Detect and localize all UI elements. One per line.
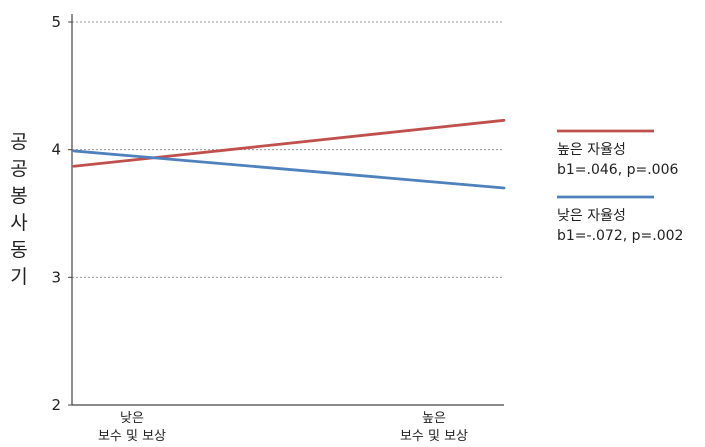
legend-series-name: 높은 자율성: [557, 142, 626, 158]
x-category-label: 낮은 보수 및 보상: [98, 411, 166, 444]
legend: 높은 자율성 b1=.046, p=.006 낮은 자율성 b1=-.072, p=.…: [557, 129, 683, 244]
legend-series-stat: b1=-.072, p=.002: [557, 228, 683, 244]
series-line-low-autonomy: [72, 149, 506, 190]
series-line-high-autonomy: [72, 118, 506, 168]
y-tick-label: 3: [51, 268, 61, 286]
y-tick-label: 4: [51, 141, 61, 159]
legend-series-name: 낮은 자율성: [557, 208, 626, 224]
y-tick-label: 5: [51, 13, 61, 31]
gridlines: [72, 21, 504, 278]
x-category-label: 높은 보수 및 보상: [400, 411, 468, 444]
legend-series-stat: b1=.046, p=.006: [557, 162, 678, 178]
y-tick-labels: 2 3 4 5: [51, 13, 72, 414]
x-tick-labels: 낮은 보수 및 보상 높은 보수 및 보상: [98, 411, 468, 444]
series-lines: [72, 118, 506, 190]
y-tick-label: 2: [51, 396, 61, 414]
